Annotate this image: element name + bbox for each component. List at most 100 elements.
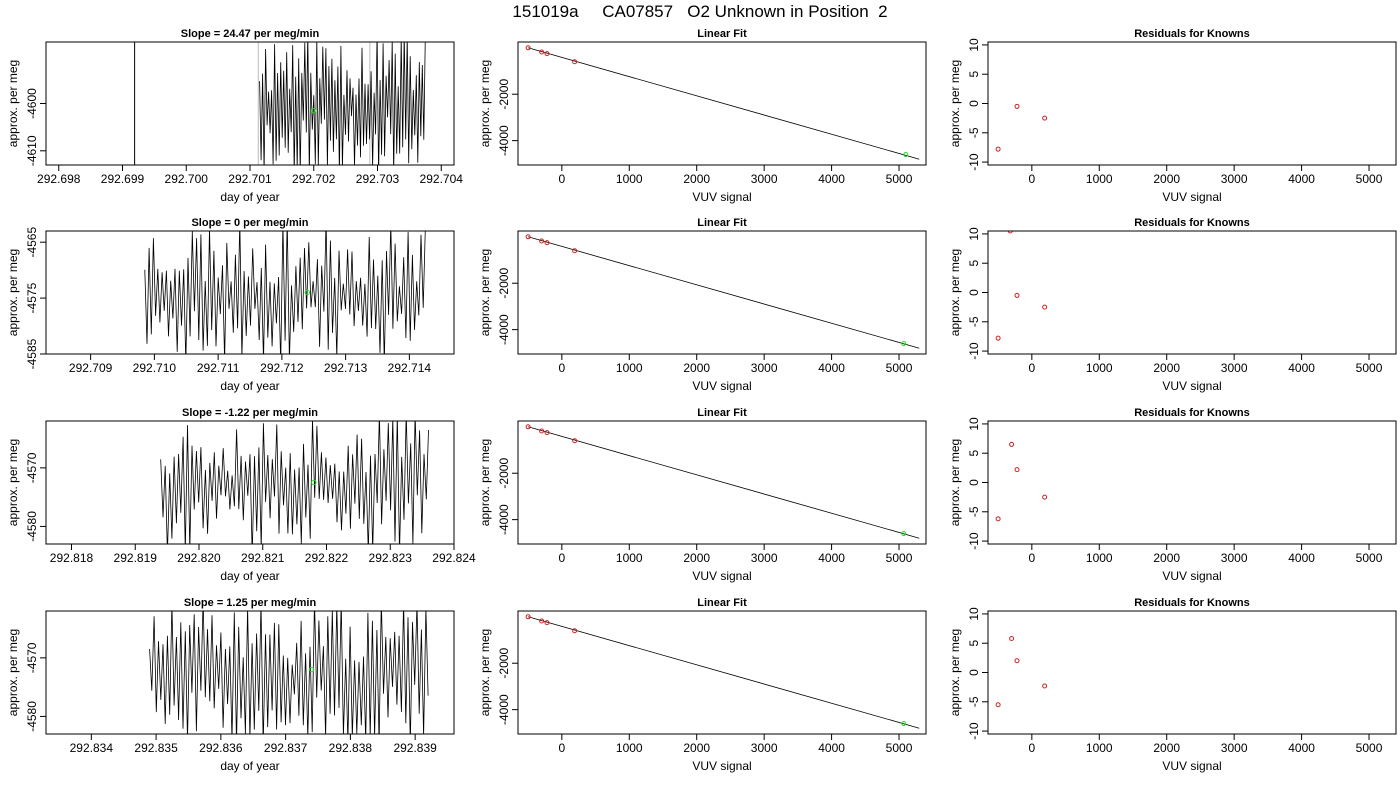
x-tick-label: 292.699 <box>101 172 145 186</box>
x-axis-label: day of year <box>220 569 279 583</box>
x-tick-label: 1000 <box>616 172 643 186</box>
x-tick-label: 2000 <box>1153 361 1180 375</box>
y-tick-label: 0 <box>967 100 981 107</box>
x-tick-label: 292.824 <box>432 551 476 565</box>
known-point <box>544 240 550 246</box>
x-tick-label: 2000 <box>1153 551 1180 565</box>
known-point <box>572 59 578 65</box>
plot-content <box>525 424 920 539</box>
residual-point <box>1042 115 1048 121</box>
unknown-marker <box>311 479 317 486</box>
y-tick-label: -10 <box>967 153 981 171</box>
y-tick-label: -5 <box>967 696 981 707</box>
residuals-panel-4: Residuals for Knowns 0 1000 2000 3000 4000 500… <box>948 597 1397 773</box>
plot-content <box>995 103 1048 152</box>
x-tick-label: 5000 <box>1356 741 1383 755</box>
plot-frame <box>517 41 927 166</box>
plot-content <box>160 421 429 544</box>
panel-title: Slope = 1.25 per meg/min <box>184 597 317 609</box>
residual-point <box>1014 467 1020 473</box>
x-tick-label: 292.700 <box>165 172 209 186</box>
y-tick-label: -4565 <box>25 227 39 258</box>
x-tick-label: 292.819 <box>114 551 158 565</box>
x-tick-label: 0 <box>558 741 565 755</box>
y-tick-label: -2000 <box>497 648 511 679</box>
x-tick-label: 4000 <box>1288 551 1315 565</box>
x-tick-label: 5000 <box>886 551 913 565</box>
x-tick-label: 3000 <box>751 551 778 565</box>
plot-content <box>525 614 920 729</box>
y-tick-label: -4580 <box>25 511 39 542</box>
x-tick-label: 292.710 <box>133 361 177 375</box>
known-point <box>572 248 578 254</box>
y-tick-label: -10 <box>967 532 981 550</box>
x-axis-label: VUV signal <box>1162 569 1221 583</box>
fit-line <box>528 236 920 349</box>
known-point <box>572 438 578 444</box>
time-series-panel-3: Slope = -1.22 per meg/min 292.818 292.819 2… <box>6 407 476 583</box>
page-title: 151019a CA07857 O2 Unknown in Position 2 <box>512 2 888 21</box>
plot-frame <box>987 420 1397 545</box>
x-tick-label: 292.834 <box>70 741 114 755</box>
residual-point <box>1042 494 1048 500</box>
known-point <box>544 620 550 626</box>
y-tick-label: -2000 <box>497 458 511 489</box>
x-axis-label: day of year <box>220 759 279 773</box>
y-tick-label: 5 <box>967 450 981 457</box>
x-tick-label: 0 <box>558 172 565 186</box>
y-tick-label: -10 <box>967 722 981 740</box>
x-axis-label: VUV signal <box>692 379 751 393</box>
residuals-panel-1: Residuals for Knowns 0 1000 2000 3000 4000 500… <box>948 28 1397 204</box>
x-tick-label: 2000 <box>683 361 710 375</box>
x-tick-label: 292.836 <box>199 741 243 755</box>
x-axis-label: VUV signal <box>692 569 751 583</box>
panel-title: Slope = 24.47 per meg/min <box>181 28 320 40</box>
y-axis-label: approx. per meg <box>478 629 492 716</box>
x-tick-label: 4000 <box>818 741 845 755</box>
y-tick-label: -5 <box>967 127 981 138</box>
plot-content <box>995 231 1048 341</box>
x-tick-label: 0 <box>1028 172 1035 186</box>
y-tick-label: 10 <box>967 38 981 52</box>
x-tick-label: 1000 <box>1086 741 1113 755</box>
known-point <box>539 49 545 55</box>
y-tick-label: -4570 <box>25 642 39 673</box>
x-tick-label: 1000 <box>1086 172 1113 186</box>
x-tick-label: 3000 <box>751 741 778 755</box>
plot-content <box>525 45 920 160</box>
x-tick-label: 4000 <box>818 172 845 186</box>
x-tick-label: 292.820 <box>177 551 221 565</box>
x-tick-label: 4000 <box>818 551 845 565</box>
x-tick-label: 292.711 <box>197 361 240 375</box>
residuals-panel-2: Residuals for Knowns 0 1000 2000 3000 4000 500… <box>948 217 1397 393</box>
x-tick-label: 2000 <box>683 741 710 755</box>
y-tick-label: -4580 <box>25 701 39 732</box>
x-tick-label: 5000 <box>1356 172 1383 186</box>
plot-frame <box>45 610 455 735</box>
plot-frame <box>987 41 1397 166</box>
x-tick-label: 292.839 <box>393 741 437 755</box>
data-trace <box>259 42 426 165</box>
residual-point <box>1009 441 1015 447</box>
known-point <box>525 424 531 430</box>
time-series-panel-4: Slope = 1.25 per meg/min 292.834 292.835 29… <box>6 597 455 773</box>
y-axis-label: approx. per meg <box>6 439 20 526</box>
residual-point <box>1014 103 1020 109</box>
plot-frame <box>517 420 927 545</box>
y-tick-label: -4000 <box>497 504 511 535</box>
known-point <box>525 234 531 240</box>
x-axis-label: day of year <box>220 379 279 393</box>
plot-content <box>144 231 426 354</box>
x-axis-label: day of year <box>220 190 279 204</box>
x-tick-label: 292.823 <box>369 551 413 565</box>
y-axis-label: approx. per meg <box>6 249 20 336</box>
x-tick-label: 0 <box>1028 741 1035 755</box>
x-tick-label: 1000 <box>1086 551 1113 565</box>
plot-frame <box>987 230 1397 355</box>
panel-title: Linear Fit <box>697 597 747 609</box>
y-axis-label: approx. per meg <box>478 249 492 336</box>
residual-point <box>995 146 1001 152</box>
x-tick-label: 292.701 <box>228 172 272 186</box>
y-tick-label: -5 <box>967 506 981 517</box>
